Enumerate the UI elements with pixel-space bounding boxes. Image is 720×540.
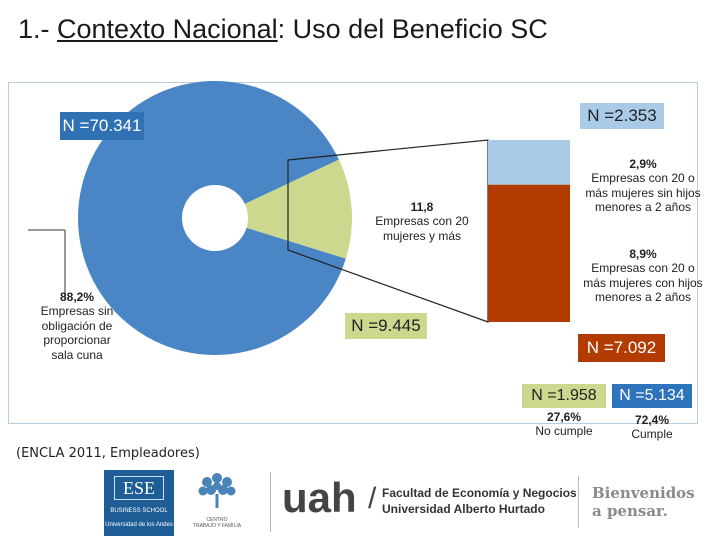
segment-text: menores a 2 años <box>594 200 692 215</box>
bar-segment-bottom <box>488 184 570 322</box>
slash-icon: / <box>368 482 377 515</box>
donut-hole <box>182 185 248 251</box>
pie-slice-text: mujeres y más <box>382 228 462 243</box>
stacked-bar <box>488 140 570 322</box>
ese-logo: ESE BUSINESS SCHOOL Universidad de los A… <box>104 470 174 536</box>
uah-logo: uah / Facultad de Economía y Negocios Un… <box>282 474 577 528</box>
pie-slice-label-large: 88,2% Empresas sin obligación de proporc… <box>22 290 132 362</box>
title-rest: : Uso del Beneficio SC <box>277 14 548 44</box>
segment-label-bottom: 8,9% Empresas con 20 o más mujeres con h… <box>578 247 708 305</box>
segment-value: 8,9% <box>629 247 657 261</box>
segment-value: 2,9% <box>629 157 657 171</box>
tree-subtitle: CENTRO <box>206 517 228 523</box>
pie-slice-text: proporcionar <box>43 333 111 348</box>
no-cumple-category: No cumple <box>535 424 593 439</box>
logo-bar: ESE BUSINESS SCHOOL Universidad de los A… <box>0 468 720 540</box>
pie-slice-text: sala cuna <box>51 347 103 362</box>
welcome-slogan: Bienvenidos a pensar. <box>592 484 695 520</box>
tree-subtitle: TRABAJO Y FAMILIA <box>192 523 242 529</box>
slice-n-badge: N =9.445 <box>345 313 427 339</box>
source-note: (ENCLA 2011, Empleadores) <box>16 446 200 461</box>
ese-subtitle: BUSINESS SCHOOL <box>110 508 168 514</box>
cumple-n-badge: N =5.134 <box>612 384 692 408</box>
segment-text: más mujeres con hijos <box>583 275 703 290</box>
cumple-category: Cumple <box>631 427 673 442</box>
no-cumple-n-badge: N =1.958 <box>522 384 606 408</box>
chart-frame <box>8 82 698 424</box>
pie-slice-text: obligación de <box>41 318 113 333</box>
pie-slice-text: Empresas con 20 <box>375 214 469 229</box>
segment-n-badge-bottom: N =7.092 <box>578 334 665 362</box>
pie-slice-small <box>215 159 352 259</box>
pie-slice-label-small: 11,8 Empresas con 20 mujeres y más <box>357 200 487 243</box>
title-prefix: 1.- <box>18 14 58 44</box>
tree-logo: CENTRO TRABAJO Y FAMILIA <box>186 470 248 536</box>
uah-mark: uah <box>282 474 357 521</box>
slogan-line: Bienvenidos <box>592 484 695 502</box>
total-n-badge: N =70.341 <box>60 112 144 140</box>
segment-text: Empresas con 20 o <box>591 261 695 276</box>
uah-faculty: Facultad de Economía y Negocios <box>382 486 577 500</box>
no-cumple-value: 27,6% <box>546 410 582 424</box>
segment-label-top: 2,9% Empresas con 20 o más mujeres sin h… <box>578 157 708 215</box>
cumple-value: 72,4% <box>634 413 670 427</box>
donut-chart <box>77 81 352 355</box>
logo-divider <box>270 472 271 532</box>
pie-slice-value: 11,8 <box>410 200 434 214</box>
no-cumple-label: 27,6% No cumple <box>528 410 600 439</box>
cumple-label: 72,4% Cumple <box>616 413 688 442</box>
ese-university: Universidad de los Andes <box>105 522 173 528</box>
slogan-line: a pensar. <box>592 502 668 520</box>
segment-text: Empresas con 20 o <box>591 171 695 186</box>
pie-slice-text: Empresas sin <box>40 304 114 319</box>
segment-text: menores a 2 años <box>594 290 692 305</box>
pie-slice-value: 88,2% <box>59 290 95 304</box>
segment-n-badge-top: N =2.353 <box>580 103 664 129</box>
page-title: 1.- Contexto Nacional: Uso del Beneficio… <box>18 14 548 45</box>
logo-divider <box>578 476 579 528</box>
uah-university: Universidad Alberto Hurtado <box>382 502 545 516</box>
bar-segment-top <box>488 140 570 185</box>
ese-emblem-icon: ESE <box>114 476 164 500</box>
title-underlined: Contexto Nacional <box>57 14 278 44</box>
segment-text: más mujeres sin hijos <box>585 185 701 200</box>
tree-icon <box>198 473 236 508</box>
